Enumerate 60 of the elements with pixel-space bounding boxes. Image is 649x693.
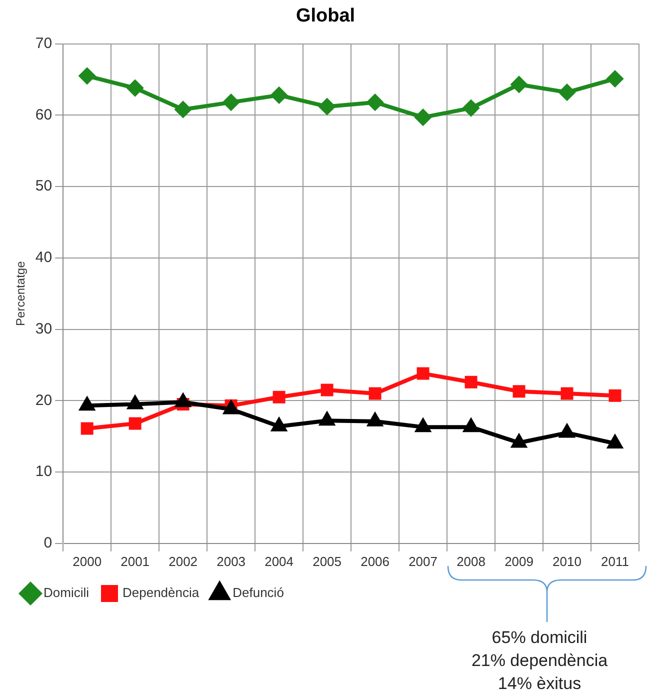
legend-label: Defunció [232, 585, 284, 600]
y-tick-label: 20 [35, 392, 52, 409]
x-tick-label: 2008 [456, 554, 486, 569]
x-tick-label: 2002 [168, 554, 198, 569]
x-tick-label: 2009 [504, 554, 534, 569]
x-tick-label: 2007 [408, 554, 438, 569]
point [608, 435, 622, 448]
point [560, 424, 574, 438]
legend-label: Dependència [122, 585, 200, 600]
point [512, 434, 526, 448]
point [559, 84, 576, 100]
point [79, 68, 96, 84]
x-tick-label: 2001 [120, 554, 150, 569]
point [512, 385, 526, 398]
x-tick-label: 2003 [216, 554, 246, 569]
x-tick-label: 2004 [264, 554, 294, 569]
y-axis-title: Percentatge [14, 260, 28, 326]
point [272, 418, 286, 432]
x-tick-label: 2011 [601, 554, 629, 569]
point [463, 100, 480, 116]
y-tick-label: 50 [35, 178, 52, 195]
point [560, 387, 574, 400]
x-tick-label: 2010 [552, 554, 582, 569]
point [80, 422, 94, 435]
point [464, 376, 478, 388]
x-tick-label: 2000 [72, 554, 102, 569]
point [608, 389, 622, 402]
y-tick-label: 60 [35, 106, 52, 124]
y-tick-label: 10 [35, 463, 52, 480]
legend-label: Domicili [44, 585, 90, 600]
point [175, 101, 192, 118]
point [127, 80, 144, 96]
point [416, 367, 430, 380]
point [368, 387, 382, 400]
point [319, 98, 336, 115]
point [176, 394, 190, 408]
point [416, 419, 430, 432]
point [272, 390, 286, 404]
point [368, 413, 382, 426]
point [128, 396, 142, 410]
chart-title: Global [296, 6, 356, 27]
point [367, 94, 384, 110]
y-tick-label: 0 [44, 534, 52, 552]
x-tick-label: 2005 [312, 554, 342, 569]
y-tick-label: 40 [35, 249, 52, 266]
point [607, 70, 624, 87]
y-tick-label: 30 [35, 320, 52, 338]
point [464, 419, 478, 432]
point [271, 87, 288, 104]
point [320, 412, 334, 426]
point [223, 94, 240, 110]
point [415, 109, 432, 126]
point [224, 401, 238, 414]
y-tick-label: 70 [35, 34, 52, 52]
point [320, 384, 334, 396]
x-tick-label: 2006 [360, 554, 390, 569]
point [128, 417, 142, 430]
text: 65% domicili 21% dependència 14% èxitus [470, 627, 609, 693]
point [511, 76, 528, 92]
point [80, 398, 94, 411]
